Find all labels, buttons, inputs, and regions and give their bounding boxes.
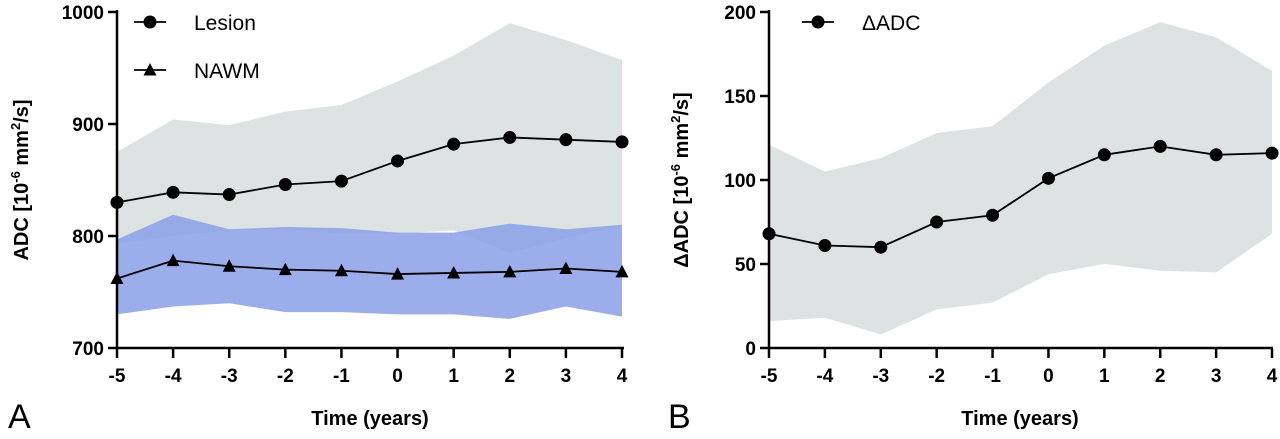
point-nawm--1: [334, 263, 348, 277]
point-adc-0: [1041, 171, 1055, 185]
legend-marker: [143, 63, 157, 76]
panel-b-x-axis-title: Time (years): [961, 408, 1078, 430]
line-lesion: [116, 136, 623, 204]
panel-a-x-ticks: -5 -4 -3 -2 -1 0 1 2 3 4: [109, 348, 628, 387]
panel-b-letter: B: [668, 398, 691, 436]
point-nawm-0: [391, 267, 405, 280]
panel-a-x-axis-title: Time (years): [311, 408, 428, 430]
point-nawm-2: [503, 264, 517, 278]
point-adc--4: [818, 239, 832, 253]
point-nawm-3: [559, 261, 573, 274]
panel-b-y-axis-title-sup1: -6: [668, 164, 683, 176]
point-adc--2: [930, 215, 944, 229]
point-nawm--3: [222, 259, 236, 272]
panel-a-legend: Lesion NAWM: [134, 12, 260, 83]
panel-a: 700 800 900 1000 -5 -4 -3 -2 -1 0 1 2 3 4 Time (year…: [8, 3, 629, 436]
point-lesion--2: [278, 177, 292, 191]
y-tick-label: 900: [72, 115, 104, 136]
x-tick-label: -5: [109, 366, 126, 387]
point-lesion-3: [559, 133, 573, 147]
legend-marker: [143, 15, 157, 29]
x-tick-label: 0: [392, 366, 403, 387]
point-adc-2: [1153, 139, 1167, 153]
point-lesion-2: [503, 130, 517, 144]
x-tick-label: 3: [1211, 366, 1222, 387]
x-tick-label: -5: [761, 366, 778, 387]
band-nawm: [117, 214, 622, 319]
legend-label: Lesion: [194, 12, 256, 35]
point-adc-3: [1209, 148, 1223, 162]
panel-a-y-axis-title-sup1: -6: [8, 171, 23, 183]
y-tick-label: 800: [72, 227, 104, 248]
panel-b: 0 50 100 150 200 -5 -4 -3 -2 -1 0 1 2 3 4 Time (years…: [668, 3, 1279, 436]
x-tick-label: 2: [1155, 366, 1166, 387]
point-lesion-0: [391, 154, 405, 168]
x-tick-label: -4: [816, 366, 833, 387]
point-adc-1: [1097, 148, 1111, 162]
y-tick-label: 0: [745, 339, 756, 360]
panel-b-y-axis-title-main: ΔADC [10: [671, 176, 693, 268]
panel-a-y-axis-title-main: ADC [10: [11, 183, 33, 261]
panel-a-y-axis-title-end: /s]: [11, 99, 33, 122]
legend-label: NAWM: [194, 60, 260, 83]
panel-a-bands: [117, 23, 622, 319]
panel-b-legend: ΔADC: [802, 12, 920, 35]
panel-a-y-ticks: 700 800 900 1000: [62, 3, 117, 360]
point-adc--1: [986, 208, 1000, 222]
panel-a-lines: [116, 136, 623, 280]
panel-b-markers: [762, 139, 1279, 254]
point-nawm-1: [447, 265, 461, 279]
x-tick-label: 4: [617, 366, 628, 387]
point-lesion--3: [222, 188, 236, 202]
y-tick-label: 100: [724, 171, 756, 192]
panel-b-lines: [768, 145, 1273, 249]
panel-b-y-axis-title-unit: mm: [671, 123, 693, 164]
x-tick-label: -3: [872, 366, 889, 387]
point-adc--3: [874, 240, 888, 254]
x-tick-label: 1: [1099, 366, 1110, 387]
panel-b-y-ticks: 0 50 100 150 200: [724, 3, 769, 360]
panel-b-y-axis-title-sup2: 2: [668, 116, 683, 123]
legend-marker: [811, 15, 825, 29]
point-adc-4: [1265, 146, 1279, 160]
x-tick-label: 0: [1043, 366, 1054, 387]
point-lesion--4: [166, 185, 180, 199]
y-tick-label: 700: [72, 339, 104, 360]
panel-b-y-axis-title: ΔADC [10-6 mm2/s]: [668, 92, 693, 267]
panel-b-x-ticks: -5 -4 -3 -2 -1 0 1 2 3 4: [761, 348, 1278, 387]
y-tick-label: 50: [735, 255, 756, 276]
panel-b-bands: [769, 22, 1272, 335]
x-tick-label: 4: [1267, 366, 1278, 387]
point-nawm-4: [615, 264, 629, 278]
x-tick-label: -1: [333, 366, 350, 387]
x-tick-label: -2: [928, 366, 945, 387]
band-lesion: [117, 23, 622, 253]
x-tick-label: 1: [448, 366, 459, 387]
x-tick-label: -2: [277, 366, 294, 387]
y-tick-label: 200: [724, 3, 756, 24]
x-tick-label: 2: [504, 366, 515, 387]
line-nawm: [116, 259, 623, 280]
x-tick-label: -1: [984, 366, 1001, 387]
panel-a-y-axis-title: ADC [10-6 mm2/s]: [8, 99, 33, 260]
point-nawm--4: [166, 253, 180, 267]
panel-b-y-axis-title-end: /s]: [671, 92, 693, 115]
x-tick-label: -3: [221, 366, 238, 387]
point-lesion-4: [615, 135, 629, 149]
x-tick-label: 3: [561, 366, 572, 387]
panel-a-y-axis-title-sup2: 2: [8, 123, 23, 130]
panel-a-y-axis-title-unit: mm: [11, 130, 33, 171]
band--adc: [769, 22, 1272, 335]
legend-label: ΔADC: [862, 12, 920, 35]
y-tick-label: 1000: [62, 3, 104, 24]
x-tick-label: -4: [165, 366, 182, 387]
point-nawm--2: [278, 262, 292, 276]
panel-a-letter: A: [8, 398, 31, 436]
point-lesion-1: [447, 137, 461, 151]
y-tick-label: 150: [724, 87, 756, 108]
point-lesion--1: [334, 174, 348, 188]
line-adc: [768, 145, 1273, 249]
